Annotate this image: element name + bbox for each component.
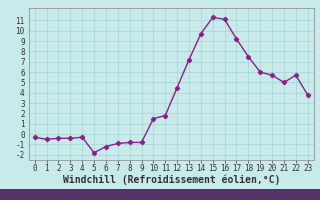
X-axis label: Windchill (Refroidissement éolien,°C): Windchill (Refroidissement éolien,°C) — [62, 175, 280, 185]
